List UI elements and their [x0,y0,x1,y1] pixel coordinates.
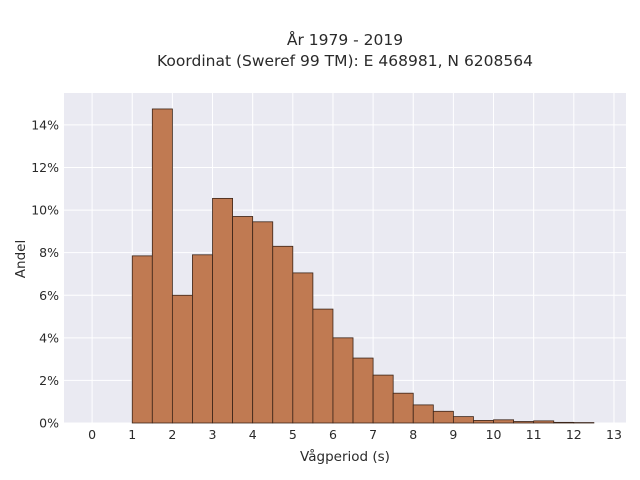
x-tick-label: 10 [486,427,502,442]
histogram-bar [171,294,193,424]
histogram-bar [452,416,474,424]
chart-title-line-2: Koordinat (Sweref 99 TM): E 468981, N 62… [157,52,533,70]
x-tick-label: 0 [88,427,96,442]
histogram-bar [332,337,354,424]
y-tick-label: 6% [39,288,59,303]
x-tick-label: 2 [168,427,176,442]
histogram-bar [372,374,394,424]
histogram-bar [533,420,555,424]
histogram-bar [212,197,233,424]
y-tick-label: 8% [39,245,59,260]
x-axis-label: Vågperiod (s) [300,448,390,465]
y-tick-label: 10% [31,203,59,218]
histogram-bar [493,419,514,424]
x-tick-label: 11 [526,427,542,442]
histogram-bar [192,254,213,424]
y-axis-ticks: 0% 2% 4% 6% 8% 10% 12% 14% [31,117,59,430]
histogram-bar [252,221,274,424]
x-tick-label: 8 [409,427,417,442]
histogram-bar [232,216,254,424]
histogram-bar [352,357,374,424]
y-tick-label: 14% [31,117,59,132]
x-tick-label: 3 [209,427,217,442]
histogram-bar [131,255,153,424]
histogram-bar [412,404,434,424]
x-axis-ticks: 0 1 2 3 4 5 6 7 8 9 10 11 12 13 [88,427,622,442]
x-tick-label: 4 [249,427,257,442]
histogram-bar [553,421,575,424]
chart-title-line-1: År 1979 - 2019 [287,30,403,49]
y-tick-label: 2% [39,373,59,388]
histogram-bar [151,108,173,424]
y-tick-label: 4% [39,330,59,345]
x-tick-label: 6 [329,427,337,442]
histogram-bar [292,272,314,424]
x-tick-label: 9 [449,427,457,442]
x-tick-label: 1 [128,427,136,442]
histogram-bars [131,108,595,424]
x-tick-label: 7 [369,427,377,442]
x-tick-label: 5 [289,427,297,442]
histogram-bar [513,421,535,424]
y-tick-label: 12% [31,160,59,175]
histogram-bar [473,420,494,424]
histogram-bar [432,410,454,424]
histogram-bar [392,392,414,424]
y-tick-label: 0% [39,416,59,431]
histogram-bar [272,245,294,424]
histogram-bar [312,308,334,424]
x-tick-label: 12 [566,427,582,442]
x-tick-label: 13 [606,427,622,442]
y-axis-label: Andel [13,240,29,278]
